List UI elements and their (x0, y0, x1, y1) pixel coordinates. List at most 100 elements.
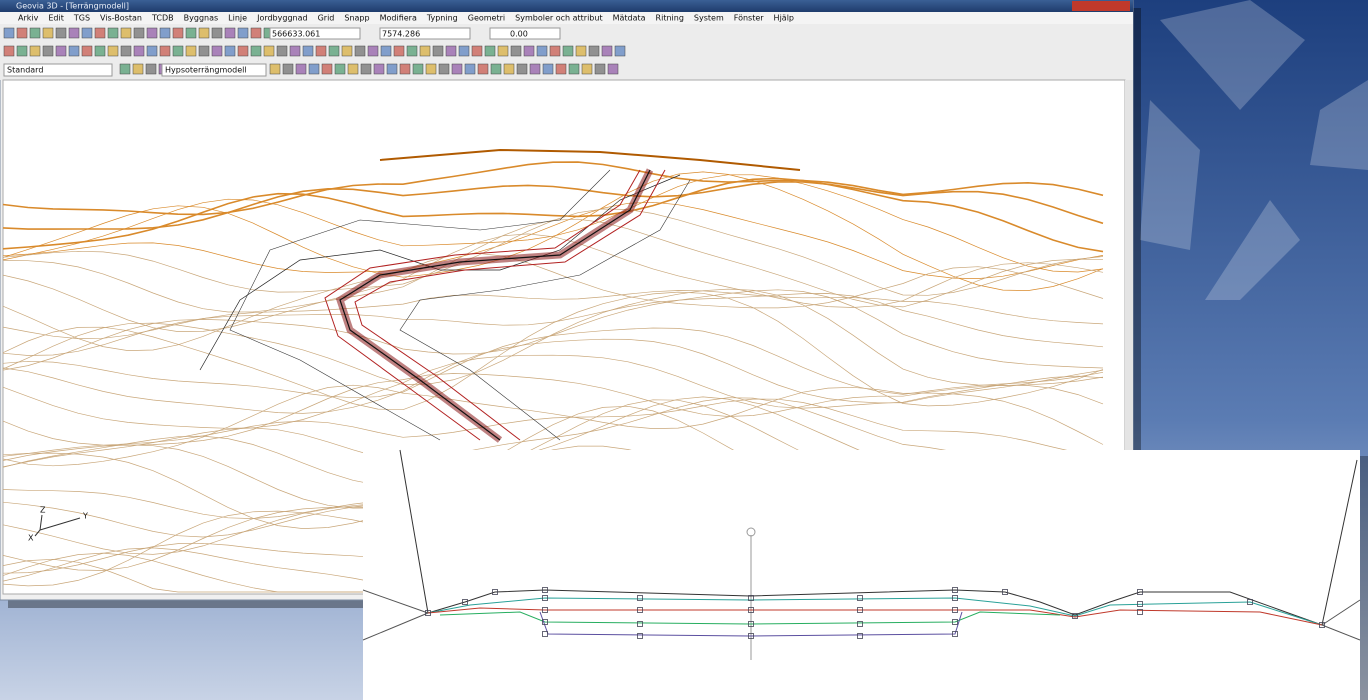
tool-button[interactable] (16, 27, 28, 39)
tool-button[interactable] (406, 45, 418, 57)
coord-field[interactable] (489, 27, 561, 40)
tool-button[interactable] (386, 63, 398, 75)
menu-item[interactable]: Snapp (344, 14, 369, 23)
menu-item[interactable]: System (694, 14, 724, 23)
tool-button[interactable] (380, 45, 392, 57)
menu-item[interactable]: Vis-Bostan (100, 14, 142, 23)
tool-button[interactable] (484, 45, 496, 57)
tool-button[interactable] (334, 63, 346, 75)
style-dropdown[interactable] (161, 63, 267, 77)
menu-item[interactable]: Edit (48, 14, 64, 23)
tool-button[interactable] (503, 63, 515, 75)
tool-button[interactable] (490, 63, 502, 75)
tool-button[interactable] (425, 63, 437, 75)
tool-button[interactable] (81, 27, 93, 39)
tool-button[interactable] (237, 45, 249, 57)
tool-button[interactable] (3, 27, 15, 39)
tool-button[interactable] (536, 45, 548, 57)
tool-button[interactable] (81, 45, 93, 57)
tool-button[interactable] (516, 63, 528, 75)
tool-button[interactable] (42, 45, 54, 57)
tool-button[interactable] (107, 45, 119, 57)
tool-button[interactable] (185, 45, 197, 57)
tool-button[interactable] (341, 45, 353, 57)
tool-button[interactable] (198, 27, 210, 39)
tool-button[interactable] (588, 45, 600, 57)
tool-button[interactable] (159, 27, 171, 39)
tool-button[interactable] (211, 27, 223, 39)
tool-button[interactable] (542, 63, 554, 75)
tool-button[interactable] (282, 63, 294, 75)
tool-button[interactable] (477, 63, 489, 75)
tool-button[interactable] (198, 45, 210, 57)
tool-button[interactable] (133, 45, 145, 57)
tool-button[interactable] (614, 45, 626, 57)
menu-item[interactable]: Linje (228, 14, 247, 23)
tool-button[interactable] (29, 45, 41, 57)
tool-button[interactable] (42, 27, 54, 39)
tool-button[interactable] (321, 63, 333, 75)
tool-button[interactable] (68, 45, 80, 57)
tool-button[interactable] (250, 27, 262, 39)
tool-button[interactable] (132, 63, 144, 75)
window-controls[interactable] (1072, 1, 1130, 11)
tool-button[interactable] (575, 45, 587, 57)
tool-button[interactable] (373, 63, 385, 75)
tool-button[interactable] (458, 45, 470, 57)
tool-button[interactable] (354, 45, 366, 57)
tool-button[interactable] (601, 45, 613, 57)
tool-button[interactable] (146, 27, 158, 39)
tool-button[interactable] (555, 63, 567, 75)
tool-button[interactable] (120, 45, 132, 57)
menu-item[interactable]: Byggnas (184, 14, 219, 23)
menu-item[interactable]: Ritning (656, 14, 684, 23)
menu-item[interactable]: Symboler och attribut (515, 14, 602, 23)
tool-button[interactable] (3, 45, 15, 57)
tool-button[interactable] (302, 45, 314, 57)
menu-item[interactable]: TCDB (151, 14, 174, 23)
menu-item[interactable]: Modifiera (380, 14, 417, 23)
tool-button[interactable] (237, 27, 249, 39)
tool-button[interactable] (529, 63, 541, 75)
tool-button[interactable] (562, 45, 574, 57)
tool-button[interactable] (68, 27, 80, 39)
tool-button[interactable] (185, 27, 197, 39)
tool-button[interactable] (497, 45, 509, 57)
tool-button[interactable] (269, 63, 281, 75)
tool-button[interactable] (224, 45, 236, 57)
tool-button[interactable] (146, 45, 158, 57)
menu-item[interactable]: Mätdata (613, 14, 646, 23)
tool-button[interactable] (120, 27, 132, 39)
tool-button[interactable] (263, 45, 275, 57)
tool-button[interactable] (419, 45, 431, 57)
tool-button[interactable] (367, 45, 379, 57)
tool-button[interactable] (289, 45, 301, 57)
tool-button[interactable] (250, 45, 262, 57)
tool-button[interactable] (55, 45, 67, 57)
scrollbar[interactable] (1125, 80, 1133, 594)
tool-button[interactable] (133, 27, 145, 39)
tool-button[interactable] (308, 63, 320, 75)
tool-button[interactable] (438, 63, 450, 75)
menu-item[interactable]: Jordbyggnad (256, 14, 308, 23)
tool-button[interactable] (159, 45, 171, 57)
tool-button[interactable] (119, 63, 131, 75)
tool-button[interactable] (464, 63, 476, 75)
tool-button[interactable] (224, 27, 236, 39)
menu-item[interactable]: TGS (73, 14, 90, 23)
tool-button[interactable] (94, 45, 106, 57)
tool-button[interactable] (393, 45, 405, 57)
tool-button[interactable] (211, 45, 223, 57)
tool-button[interactable] (549, 45, 561, 57)
tool-button[interactable] (432, 45, 444, 57)
tool-button[interactable] (107, 27, 119, 39)
coord-field[interactable] (379, 27, 471, 40)
tool-button[interactable] (55, 27, 67, 39)
tool-button[interactable] (594, 63, 606, 75)
tool-button[interactable] (29, 27, 41, 39)
tool-button[interactable] (360, 63, 372, 75)
tool-button[interactable] (523, 45, 535, 57)
menu-item[interactable]: Fönster (734, 14, 765, 23)
tool-button[interactable] (276, 45, 288, 57)
tool-button[interactable] (445, 45, 457, 57)
